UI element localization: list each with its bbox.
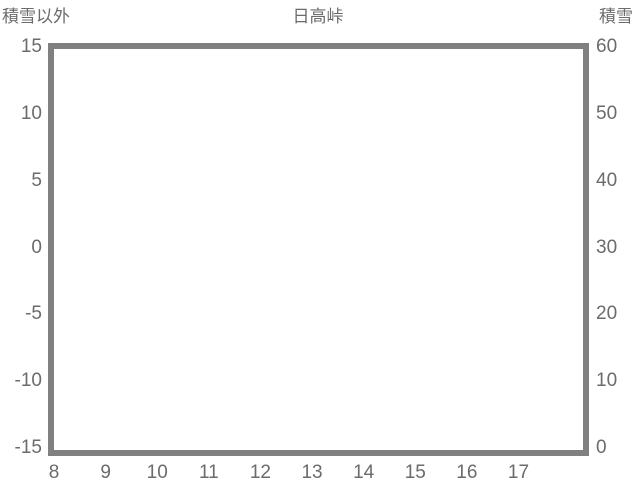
plot-area bbox=[48, 43, 589, 456]
y-tick-left--5: -5 bbox=[25, 303, 42, 325]
left-axis-title: 積雪以外 bbox=[2, 7, 70, 26]
x-tick-13: 13 bbox=[301, 462, 323, 483]
x-tick-10: 10 bbox=[146, 462, 168, 483]
plot-frame-border bbox=[48, 43, 589, 456]
y-tick-right-30: 30 bbox=[596, 236, 618, 258]
y-tick-left-15: 15 bbox=[20, 36, 42, 57]
chart-title: 日高峠 bbox=[292, 7, 344, 26]
x-tick-12: 12 bbox=[249, 462, 271, 483]
y-tick-right-50: 50 bbox=[596, 102, 618, 124]
y-tick-right-40: 40 bbox=[596, 169, 618, 191]
y-tick-left-5: 5 bbox=[31, 169, 42, 191]
x-tick-15: 15 bbox=[404, 462, 426, 483]
x-tick-8: 8 bbox=[48, 462, 60, 483]
y-tick-right-60: 60 bbox=[596, 36, 618, 57]
y-tick-right-0: 0 bbox=[596, 437, 607, 458]
right-axis-title: 積雪 bbox=[599, 7, 633, 26]
y-tick-right-20: 20 bbox=[596, 303, 618, 325]
x-tick-17: 17 bbox=[507, 462, 530, 483]
x-tick-16: 16 bbox=[456, 462, 478, 483]
x-tick-9: 9 bbox=[100, 462, 111, 483]
y-tick-left-0: 0 bbox=[31, 236, 42, 258]
y-tick-left--15: -15 bbox=[14, 437, 42, 458]
x-tick-14: 14 bbox=[353, 462, 375, 483]
y-tick-left--10: -10 bbox=[14, 370, 42, 392]
y-tick-left-10: 10 bbox=[20, 102, 42, 124]
x-tick-11: 11 bbox=[198, 462, 219, 483]
y-tick-right-10: 10 bbox=[596, 370, 618, 392]
